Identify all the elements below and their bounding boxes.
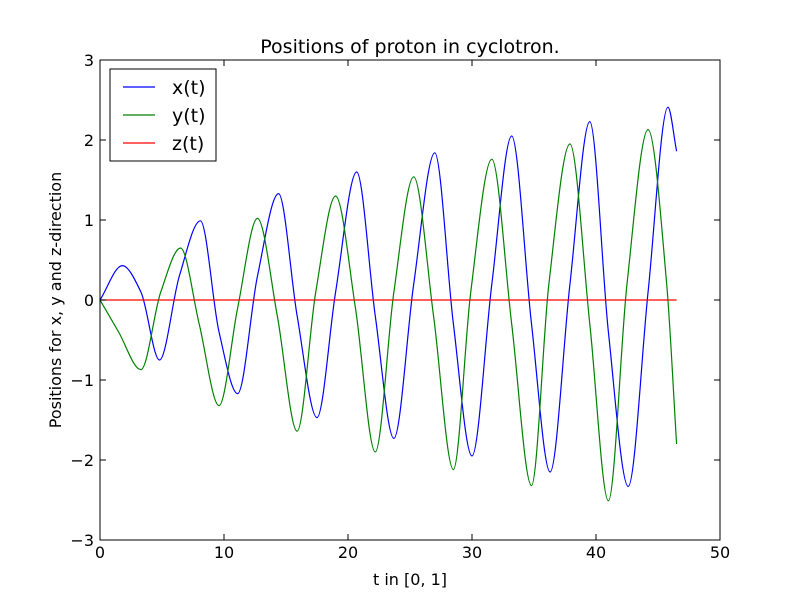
chart-title: Positions of proton in cyclotron. [260, 36, 559, 58]
series-line-yt [100, 128, 678, 502]
series-line-xt [100, 106, 678, 488]
x-tick-label: 30 [462, 543, 482, 562]
x-tick-label: 40 [586, 543, 606, 562]
x-tick-label: 10 [214, 543, 234, 562]
legend-label-xt: x(t) [172, 77, 206, 99]
y-tick-label: −1 [70, 371, 94, 390]
x-axis-label: t in [0, 1] [373, 570, 447, 589]
y-tick-label: −2 [70, 451, 94, 470]
legend-label-yt: y(t) [172, 105, 206, 127]
x-tick-label: 20 [338, 543, 358, 562]
y-tick-label: 1 [84, 211, 94, 230]
y-tick-label: 3 [84, 51, 94, 70]
series-layer [100, 106, 678, 502]
y-axis-label: Positions for x, y and z-direction [46, 172, 65, 428]
y-tick-label: 0 [84, 291, 94, 310]
y-tick-label: 2 [84, 131, 94, 150]
x-tick-label: 0 [95, 543, 105, 562]
legend: x(t) y(t) z(t) [109, 68, 217, 162]
y-tick-label: −3 [70, 531, 94, 550]
x-tick-label: 50 [710, 543, 730, 562]
legend-label-zt: z(t) [172, 133, 204, 155]
